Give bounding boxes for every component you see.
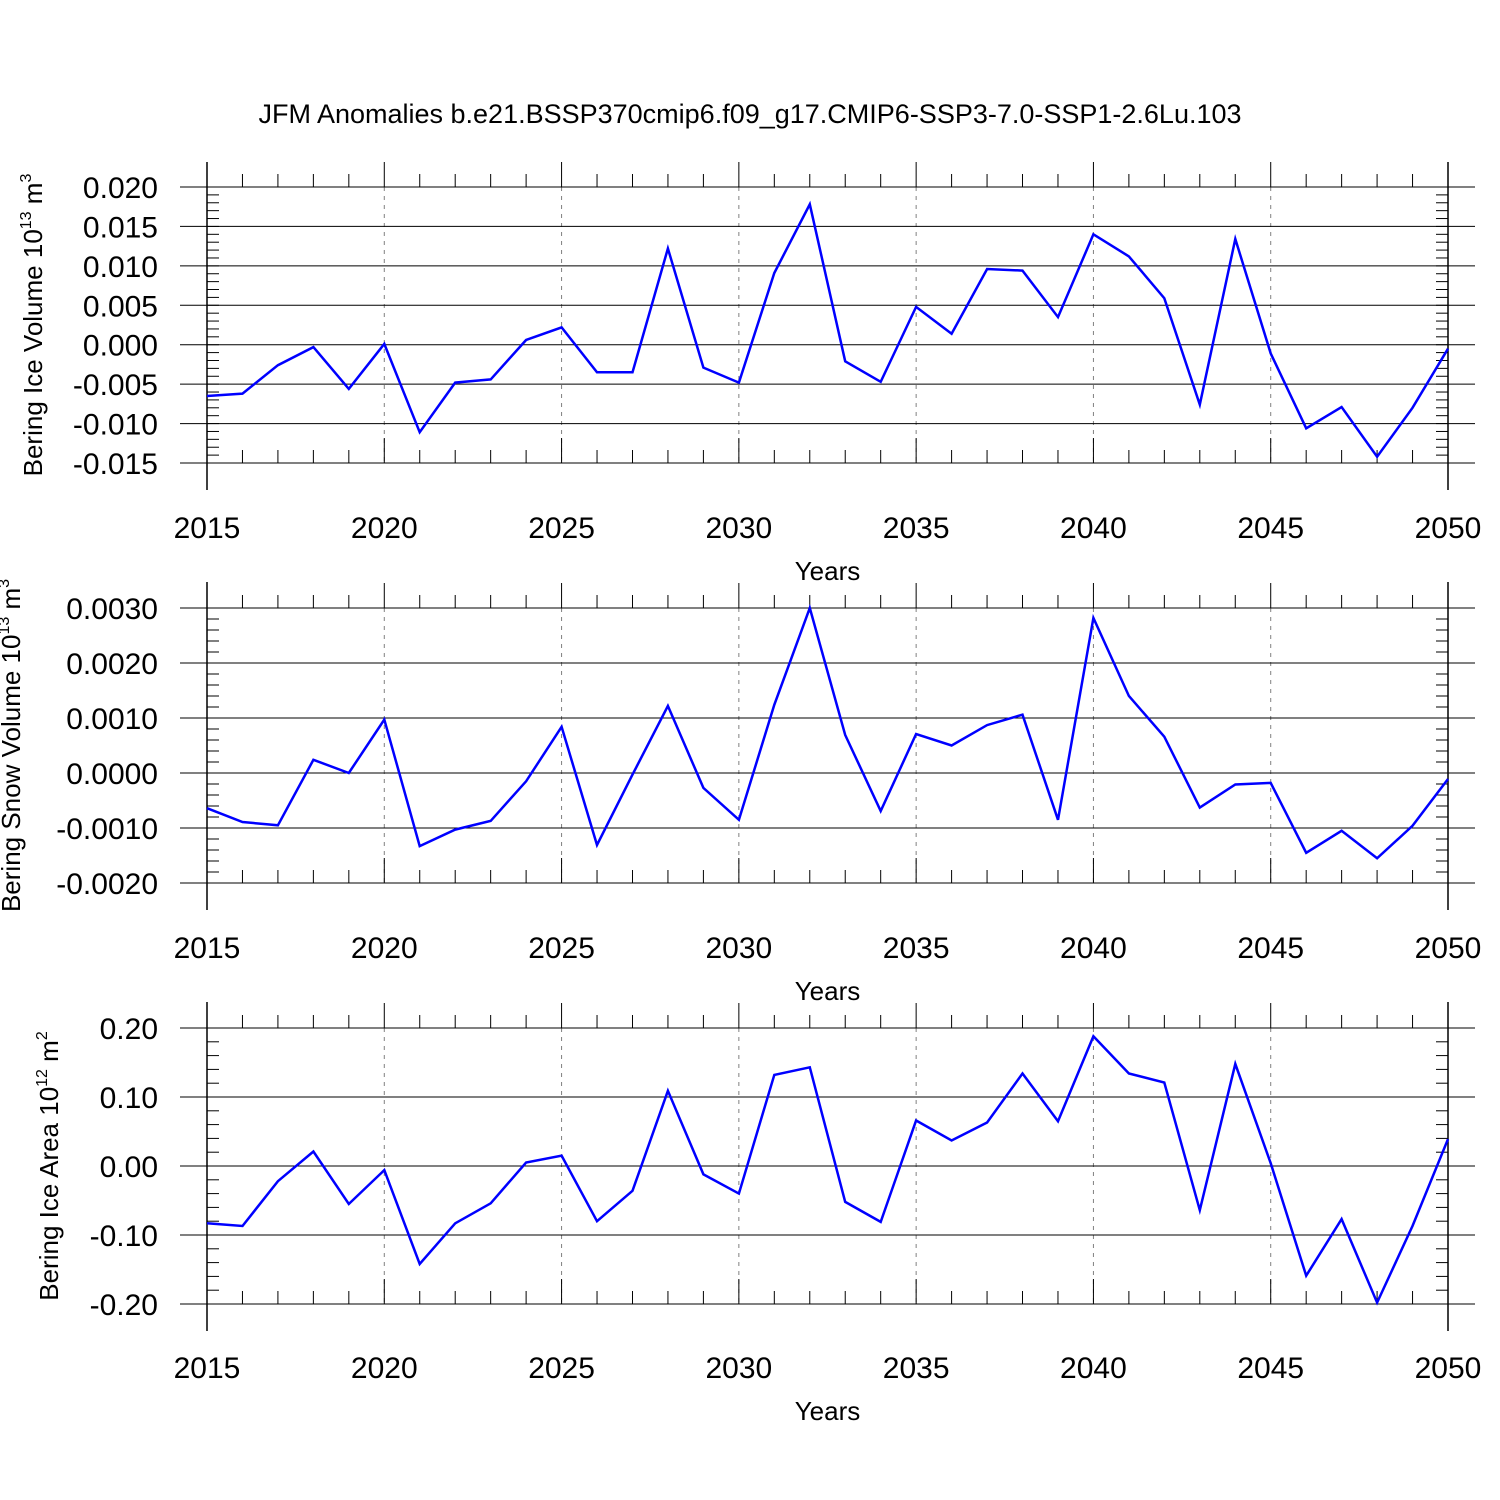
y-tick-label: 0.0030 xyxy=(66,593,158,626)
x-tick-label: 2015 xyxy=(174,932,241,965)
y-axis-label: Bering Ice Volume 1013 m3 xyxy=(18,174,48,477)
y-tick-label: -0.010 xyxy=(73,409,158,442)
series-line xyxy=(206,603,1449,860)
x-tick-label: 2045 xyxy=(1237,1352,1304,1385)
y-tick-label: 0.010 xyxy=(83,251,158,284)
x-tick-label: 2025 xyxy=(528,932,595,965)
chart-panel-3: -0.20 -0.10 0.00 0.10 0.20 2015 2020 2025 2030 20… xyxy=(34,1002,1481,1426)
series-line xyxy=(206,200,1450,459)
x-tick-label: 2030 xyxy=(705,512,772,545)
y-axis-label: Bering Snow Volume 1013 m3 xyxy=(0,579,26,912)
x-tick-label: 2015 xyxy=(174,1352,241,1385)
y-tick-label: 0.00 xyxy=(100,1151,158,1184)
x-tick-label: 2020 xyxy=(351,512,418,545)
x-tick-label: 2035 xyxy=(883,1352,950,1385)
y-axis-label: Bering Ice Area 1012 m2 xyxy=(34,1031,64,1301)
x-tick-label: 2030 xyxy=(705,1352,772,1385)
x-tick-label: 2040 xyxy=(1060,512,1127,545)
x-axis-label: Years xyxy=(795,976,861,1006)
x-tick-label: 2030 xyxy=(705,932,772,965)
x-tick-label: 2045 xyxy=(1237,512,1304,545)
x-tick-label: 2050 xyxy=(1415,1352,1482,1385)
x-tick-label: 2020 xyxy=(351,1352,418,1385)
x-tick-label: 2015 xyxy=(174,512,241,545)
x-tick-label: 2040 xyxy=(1060,1352,1127,1385)
x-axis-label: Years xyxy=(795,556,861,586)
y-tick-label: 0.020 xyxy=(83,172,158,205)
y-tick-label: 0.10 xyxy=(100,1082,158,1115)
x-tick-label: 2025 xyxy=(528,1352,595,1385)
x-tick-label: 2035 xyxy=(883,932,950,965)
chart-panel-1: -0.015 -0.010 -0.005 0.000 0.005 0.010 0.015 0.… xyxy=(18,162,1481,586)
y-tick-label: -0.0020 xyxy=(56,868,158,901)
x-tick-label: 2020 xyxy=(351,932,418,965)
y-tick-label: 0.0000 xyxy=(66,758,158,791)
y-tick-label: 0.005 xyxy=(83,290,158,323)
chart-title: JFM Anomalies b.e21.BSSP370cmip6.f09_g17… xyxy=(258,99,1241,129)
x-tick-label: 2025 xyxy=(528,512,595,545)
y-tick-label: -0.0010 xyxy=(56,813,158,846)
y-tick-label: 0.0020 xyxy=(66,648,158,681)
y-tick-label: -0.10 xyxy=(90,1220,158,1253)
series-line xyxy=(206,1034,1450,1306)
y-tick-label: 0.20 xyxy=(100,1013,158,1046)
x-tick-label: 2050 xyxy=(1415,932,1482,965)
x-axis-label: Years xyxy=(795,1396,861,1426)
y-tick-label: 0.015 xyxy=(83,211,158,244)
y-tick-label: -0.005 xyxy=(73,369,158,402)
x-tick-label: 2045 xyxy=(1237,932,1304,965)
y-tick-label: -0.015 xyxy=(73,448,158,481)
y-tick-label: 0.0010 xyxy=(66,703,158,736)
chart-panel-2: -0.0020 -0.0010 0.0000 0.0010 0.0020 0.0030 20… xyxy=(0,579,1481,1006)
x-tick-label: 2050 xyxy=(1415,512,1482,545)
x-tick-label: 2040 xyxy=(1060,932,1127,965)
y-tick-label: 0.000 xyxy=(83,330,158,363)
x-tick-label: 2035 xyxy=(883,512,950,545)
y-tick-label: -0.20 xyxy=(90,1289,158,1322)
